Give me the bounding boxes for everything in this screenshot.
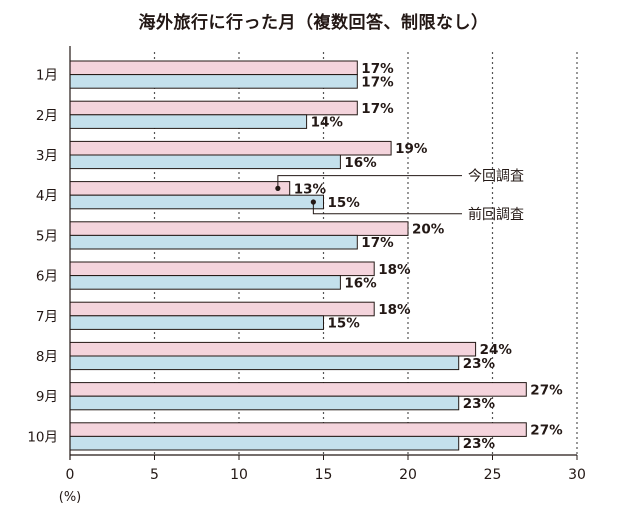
category-label-6: 6月: [36, 269, 58, 285]
data-label-current-6: 18%: [378, 262, 411, 278]
x-tick-label-0: 0: [66, 467, 75, 483]
data-label-previous-1: 17%: [361, 74, 394, 90]
category-label-10: 10月: [27, 429, 58, 445]
data-label-previous-10: 23%: [463, 436, 496, 452]
bar-previous-8: [69, 355, 460, 371]
bar-current-7: [69, 301, 375, 317]
data-label-previous-3: 16%: [344, 155, 377, 171]
annotation-previous-leader-line: [312, 202, 462, 215]
bar-current-2: [69, 100, 358, 116]
data-label-previous-8: 23%: [463, 356, 496, 372]
bar-previous-7: [69, 315, 324, 330]
bar-current-6: [69, 261, 375, 277]
category-label-4: 4月: [36, 188, 58, 204]
bar-previous-1: [69, 74, 358, 89]
category-label-7: 7月: [36, 309, 58, 325]
annotation-current-label: 今回調査: [468, 169, 524, 185]
bar-previous-9: [69, 395, 460, 411]
x-tick-label-30: 30: [568, 467, 586, 483]
bar-previous-2: [69, 114, 308, 129]
data-label-current-8: 24%: [480, 342, 513, 358]
data-label-current-2: 17%: [361, 101, 394, 117]
data-label-current-4: 13%: [294, 181, 327, 197]
x-tick-label-25: 25: [484, 467, 502, 483]
data-label-previous-5: 17%: [361, 235, 394, 251]
bar-current-1: [69, 60, 358, 76]
data-label-previous-9: 23%: [463, 396, 496, 412]
annotation-previous-label: 前回調査: [468, 206, 524, 223]
x-tick-label-15: 15: [315, 467, 333, 483]
x-tick-label-5: 5: [150, 467, 159, 483]
bar-current-10: [69, 422, 527, 437]
bar-current-8: [69, 341, 477, 357]
data-label-current-3: 19%: [395, 141, 428, 157]
bar-current-5: [69, 221, 409, 236]
data-label-current-9: 27%: [530, 382, 563, 398]
x-tick-label-20: 20: [399, 467, 417, 483]
data-label-previous-4: 15%: [328, 195, 361, 211]
category-label-5: 5月: [36, 228, 58, 244]
chart-title: 海外旅行に行った月（複数回答、制限なし）: [138, 13, 489, 33]
data-label-previous-7: 15%: [328, 316, 361, 332]
bar-current-4: [69, 181, 291, 196]
x-unit-label: (%): [59, 490, 82, 505]
data-label-previous-6: 16%: [344, 275, 377, 291]
data-label-current-7: 18%: [378, 302, 411, 318]
data-label-current-1: 17%: [361, 61, 394, 77]
bar-previous-6: [69, 275, 341, 290]
bar-current-3: [69, 140, 392, 156]
category-label-1: 1月: [36, 68, 58, 84]
category-label-9: 9月: [36, 389, 58, 405]
data-label-current-10: 27%: [530, 423, 563, 439]
data-label-current-5: 20%: [412, 222, 445, 238]
bar-current-9: [69, 382, 527, 397]
x-tick-label-10: 10: [230, 467, 248, 483]
bar-previous-3: [69, 154, 341, 170]
bar-previous-4: [69, 194, 324, 210]
category-label-3: 3月: [36, 148, 58, 164]
category-label-2: 2月: [36, 108, 58, 124]
data-label-previous-2: 14%: [311, 115, 344, 131]
bar-previous-5: [69, 234, 358, 250]
annotation-current-leader-line: [277, 175, 462, 189]
bar-previous-10: [69, 435, 460, 451]
category-label-8: 8月: [36, 349, 58, 365]
